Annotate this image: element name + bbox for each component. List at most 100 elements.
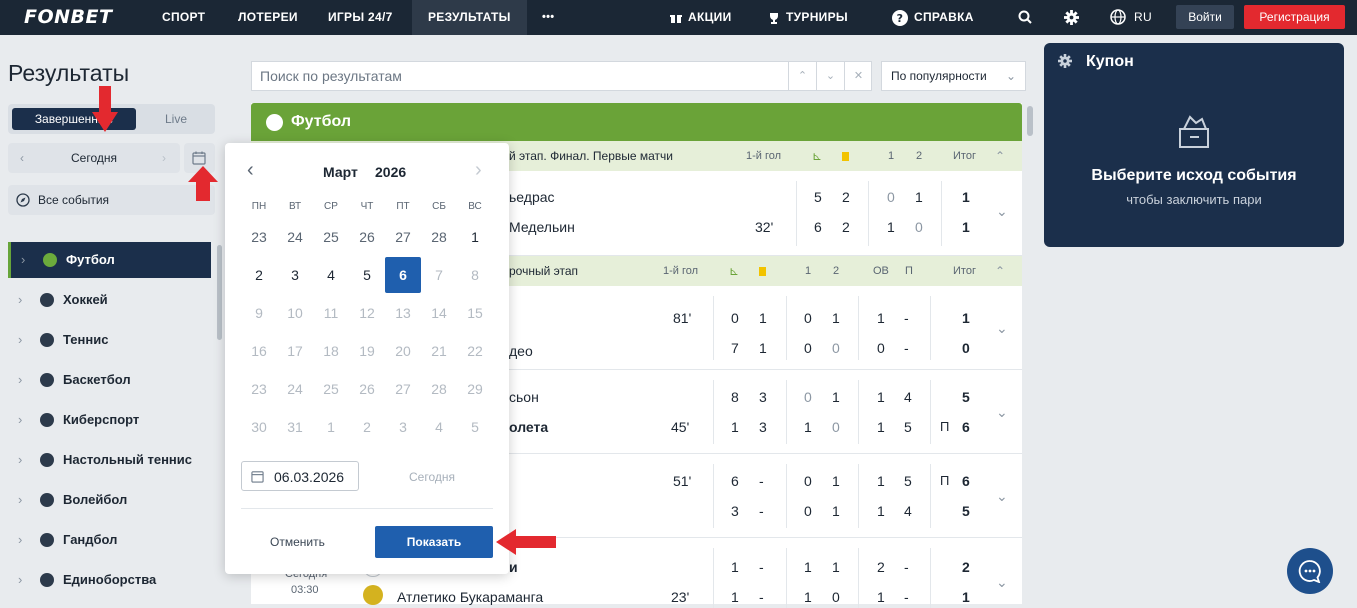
nav-promo[interactable]: АКЦИИ	[670, 0, 732, 35]
arrow-up-icon[interactable]: ⌃	[788, 62, 816, 90]
calendar-day[interactable]: 8	[471, 267, 479, 283]
prev-month-icon[interactable]: ‹	[247, 159, 254, 181]
calendar-day[interactable]: 25	[323, 229, 339, 245]
fonbet-logo[interactable]: FONBET	[24, 6, 113, 28]
match-row[interactable]: део 81' 0 1 7 1 0 1 0 0 1 - 0 - 1 0 ⌄	[251, 286, 1022, 370]
calendar-day[interactable]: 3	[291, 267, 299, 283]
chat-button[interactable]	[1287, 548, 1333, 594]
calendar-day[interactable]: 30	[251, 419, 267, 435]
calendar-day[interactable]: 20	[395, 343, 411, 359]
match-row[interactable]: сьон олета 45' 8 3 1 3 0 1 1 0 1 4 1 5 5…	[251, 370, 1022, 454]
sidebar-item-esports[interactable]: › Киберспорт	[8, 402, 211, 438]
calendar-day[interactable]: 10	[287, 305, 303, 321]
calendar-day[interactable]: 26	[359, 381, 375, 397]
calendar-day[interactable]: 27	[395, 229, 411, 245]
calendar-day[interactable]: 12	[359, 305, 375, 321]
calendar-day[interactable]: 5	[363, 267, 371, 283]
calendar-day[interactable]: 4	[435, 419, 443, 435]
calendar-day[interactable]: 28	[431, 381, 447, 397]
calendar-day[interactable]: 28	[431, 229, 447, 245]
nav-more[interactable]: •••	[542, 11, 555, 23]
day-selector[interactable]: ‹ Сегодня ›	[8, 143, 180, 173]
gear-icon[interactable]	[1064, 10, 1079, 25]
sidebar-item-hockey[interactable]: › Хоккей	[8, 282, 211, 318]
sort-select[interactable]: По популярности ⌄	[881, 61, 1026, 91]
sidebar-item-football[interactable]: › Футбол	[8, 242, 211, 278]
calendar-day[interactable]: 17	[287, 343, 303, 359]
chevron-down-icon[interactable]: ⌄	[996, 488, 1008, 504]
calendar-day[interactable]: 5	[471, 419, 479, 435]
calendar-day[interactable]: 19	[359, 343, 375, 359]
calendar-year[interactable]: 2026	[375, 164, 407, 180]
calendar-day[interactable]: 21	[431, 343, 447, 359]
results-scrollbar[interactable]	[1027, 106, 1033, 136]
sidebar-item-volleyball[interactable]: › Волейбол	[8, 482, 211, 518]
nav-help[interactable]: ? СПРАВКА	[892, 0, 974, 35]
calendar-day[interactable]: 2	[255, 267, 263, 283]
show-button[interactable]: Показать	[375, 526, 493, 558]
calendar-day[interactable]: 31	[287, 419, 303, 435]
match-row[interactable]: Сегодня 03:30 и Атлетико Букараманга 23'…	[251, 538, 1022, 608]
calendar-day[interactable]: 13	[395, 305, 411, 321]
date-input[interactable]: 06.03.2026	[241, 461, 359, 491]
calendar-day[interactable]: 23	[251, 229, 267, 245]
sidebar-item-table-tennis[interactable]: › Настольный теннис	[8, 442, 211, 478]
calendar-day[interactable]: 24	[287, 381, 303, 397]
calendar-day[interactable]: 25	[323, 381, 339, 397]
calendar-day[interactable]: 22	[467, 343, 483, 359]
nav-tournaments[interactable]: ТУРНИРЫ	[768, 0, 848, 35]
calendar-day[interactable]: 24	[287, 229, 303, 245]
calendar-day[interactable]: 9	[255, 305, 263, 321]
calendar-day[interactable]: 26	[359, 229, 375, 245]
next-month-icon[interactable]: ›	[475, 159, 482, 181]
clear-icon[interactable]: ✕	[844, 62, 872, 90]
chevron-down-icon[interactable]: ⌄	[996, 404, 1008, 420]
all-events-filter[interactable]: Все события	[8, 185, 215, 215]
chevron-down-icon[interactable]: ⌄	[996, 574, 1008, 590]
calendar-day[interactable]: 14	[431, 305, 447, 321]
register-button[interactable]: Регистрация	[1244, 5, 1345, 29]
calendar-month[interactable]: Март	[323, 164, 358, 180]
sidebar-item-combat[interactable]: › Единоборства	[8, 562, 211, 598]
sidebar-item-basketball[interactable]: › Баскетбол	[8, 362, 211, 398]
arrow-down-icon[interactable]: ⌄	[816, 62, 844, 90]
calendar-day[interactable]: 16	[251, 343, 267, 359]
nav-games[interactable]: ИГРЫ 24/7	[328, 10, 393, 24]
calendar-day[interactable]: 29	[467, 381, 483, 397]
calendar-day[interactable]: 23	[251, 381, 267, 397]
calendar-day[interactable]: 1	[471, 229, 479, 245]
sidebar-item-tennis[interactable]: › Теннис	[8, 322, 211, 358]
cancel-button[interactable]: Отменить	[270, 535, 325, 549]
calendar-day[interactable]: 3	[399, 419, 407, 435]
tab-live[interactable]: Live	[164, 112, 187, 126]
sidebar-scrollbar[interactable]	[217, 245, 222, 340]
search-icon[interactable]	[1018, 10, 1032, 24]
calendar-day[interactable]: 7	[435, 267, 443, 283]
nav-sport[interactable]: СПОРТ	[162, 10, 206, 24]
calendar-day[interactable]: 11	[323, 305, 339, 321]
globe-icon[interactable]	[1110, 9, 1126, 25]
calendar-day[interactable]: 2	[363, 419, 371, 435]
calendar-day[interactable]: 27	[395, 381, 411, 397]
nav-results[interactable]: РЕЗУЛЬТАТЫ	[412, 0, 527, 35]
calendar-day[interactable]: 4	[327, 267, 335, 283]
chevron-up-icon[interactable]: ⌃	[995, 149, 1006, 163]
calendar-day[interactable]: 18	[323, 343, 339, 359]
calendar-day[interactable]: 15	[467, 305, 483, 321]
sidebar-item-handball[interactable]: › Гандбол	[8, 522, 211, 558]
login-button[interactable]: Войти	[1176, 5, 1234, 29]
calendar-button[interactable]	[184, 143, 215, 173]
calendar-day[interactable]: 1	[327, 419, 335, 435]
calendar-day[interactable]: 6	[385, 257, 421, 293]
nav-lotteries[interactable]: ЛОТЕРЕИ	[238, 10, 298, 24]
prev-day-icon[interactable]: ‹	[20, 151, 24, 165]
language-selector[interactable]: RU	[1134, 10, 1152, 24]
search-input[interactable]: Поиск по результатам ⌃ ⌄ ✕	[251, 61, 872, 91]
gear-icon[interactable]	[1058, 54, 1072, 68]
chevron-up-icon[interactable]: ⌃	[995, 264, 1006, 278]
match-row[interactable]: ьедрас Медельин 32' 5 2 6 2 0 1 1 0 1 1 …	[251, 171, 1022, 256]
today-button[interactable]: Сегодня	[409, 470, 455, 484]
match-row[interactable]: 51' 6 - 3 - 0 1 0 1 1 5 1 4 П 6 5 ⌄	[251, 454, 1022, 538]
chevron-down-icon[interactable]: ⌄	[996, 320, 1008, 336]
chevron-down-icon[interactable]: ⌄	[996, 203, 1008, 219]
